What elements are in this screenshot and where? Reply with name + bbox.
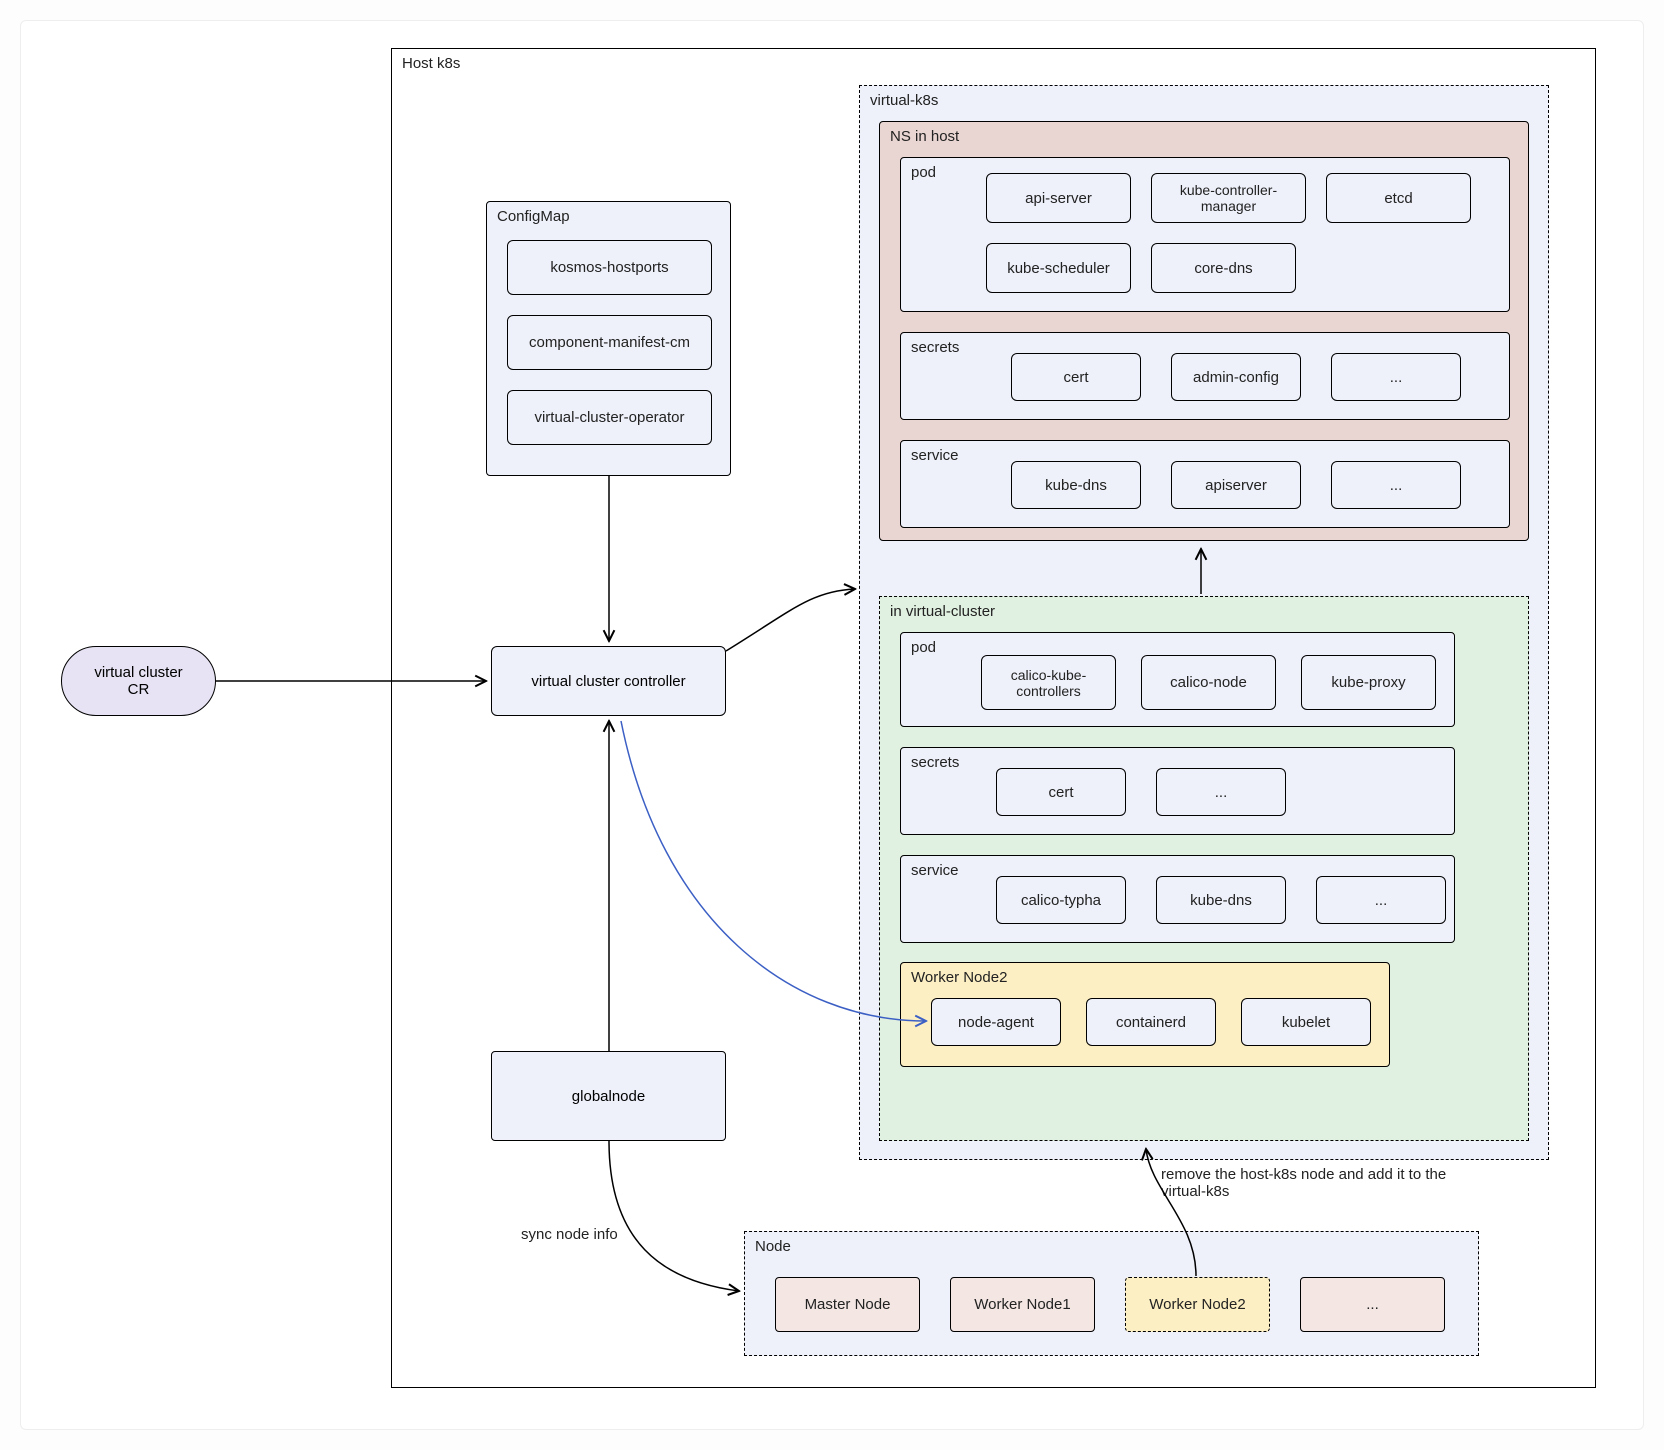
ns-pod-item: api-server [986,173,1131,223]
vc-service-item: calico-typha [996,876,1126,924]
ns-pod-item: kube-scheduler [986,243,1131,293]
ns-secrets-item: cert [1011,353,1141,401]
diagram-canvas: Host k8s virtual cluster CR ConfigMap ko… [20,20,1644,1430]
ns-pod-title: pod [911,164,936,181]
ns-service-item: kube-dns [1011,461,1141,509]
vc-pod-item: calico-kube-controllers [981,655,1116,710]
node-item-highlighted: Worker Node2 [1125,1277,1270,1332]
vc-pod-item: calico-node [1141,655,1276,710]
ns-service-item: ... [1331,461,1461,509]
vc-service-item: ... [1316,876,1446,924]
configmap-item: component-manifest-cm [507,315,712,370]
ns-pod-item: core-dns [1151,243,1296,293]
node-box: Node Master Node Worker Node1 Worker Nod… [744,1231,1479,1356]
worker-item: containerd [1086,998,1216,1046]
node-item: ... [1300,1277,1445,1332]
virtual-cluster-cr: virtual cluster CR [61,646,216,716]
worker-node2-box: Worker Node2 node-agent containerd kubel… [900,962,1390,1067]
configmap-title: ConfigMap [497,208,570,225]
node-box-title: Node [755,1238,791,1255]
globalnode: globalnode [491,1051,726,1141]
ns-secrets-box: secrets cert admin-config ... [900,332,1510,420]
in-vc-title: in virtual-cluster [890,603,995,620]
vc-pod-title: pod [911,639,936,656]
vc-secrets-box: secrets cert ... [900,747,1455,835]
ns-service-title: service [911,447,959,464]
configmap-item: kosmos-hostports [507,240,712,295]
configmap-box: ConfigMap kosmos-hostports component-man… [486,201,731,476]
worker-node2-title: Worker Node2 [911,969,1007,986]
ns-secrets-title: secrets [911,339,959,356]
node-item: Master Node [775,1277,920,1332]
ns-secrets-item: ... [1331,353,1461,401]
in-virtual-cluster-box: in virtual-cluster pod calico-kube-contr… [879,596,1529,1141]
host-k8s-label: Host k8s [402,55,460,72]
vc-service-item: kube-dns [1156,876,1286,924]
ns-in-host-box: NS in host pod api-server kube-controlle… [879,121,1529,541]
vc-pod-item: kube-proxy [1301,655,1436,710]
vc-service-title: service [911,862,959,879]
vc-pod-box: pod calico-kube-controllers calico-node … [900,632,1455,727]
virtual-k8s-title: virtual-k8s [870,92,938,109]
worker-item: kubelet [1241,998,1371,1046]
configmap-item: virtual-cluster-operator [507,390,712,445]
vc-secrets-item: cert [996,768,1126,816]
ns-service-box: service kube-dns apiserver ... [900,440,1510,528]
remove-node-label: remove the host-k8s node and add it to t… [1161,1166,1541,1200]
ns-secrets-item: admin-config [1171,353,1301,401]
vc-service-box: service calico-typha kube-dns ... [900,855,1455,943]
vc-secrets-item: ... [1156,768,1286,816]
node-item: Worker Node1 [950,1277,1095,1332]
sync-node-info-label: sync node info [521,1226,618,1243]
ns-service-item: apiserver [1171,461,1301,509]
ns-pod-item: kube-controller-manager [1151,173,1306,223]
virtual-cluster-controller: virtual cluster controller [491,646,726,716]
worker-item: node-agent [931,998,1061,1046]
ns-in-host-title: NS in host [890,128,959,145]
vc-secrets-title: secrets [911,754,959,771]
ns-pod-box: pod api-server kube-controller-manager e… [900,157,1510,312]
ns-pod-item: etcd [1326,173,1471,223]
